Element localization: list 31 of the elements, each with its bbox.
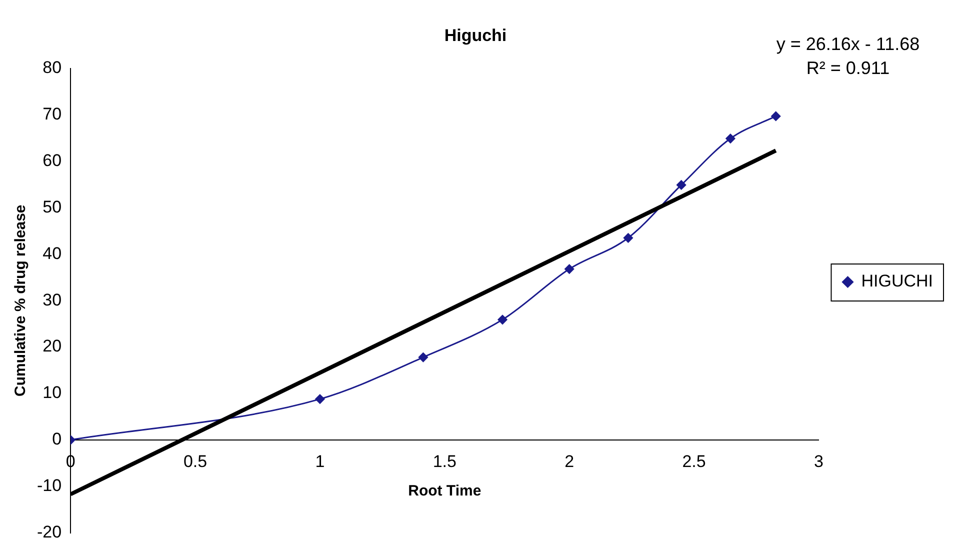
point: [315, 394, 325, 404]
point: [623, 233, 633, 243]
x-tick-label: 3: [814, 452, 824, 471]
chart-title: Higuchi: [444, 26, 507, 45]
y-tick-label: 50: [42, 197, 62, 216]
y-tick-label: 70: [42, 104, 62, 124]
point: [726, 134, 736, 144]
legend-label: HIGUCHI: [861, 272, 934, 291]
point: [418, 352, 428, 362]
y-tick-label: -10: [36, 476, 62, 496]
point: [676, 180, 686, 190]
y-tick-label: 80: [42, 58, 62, 78]
y-tick-label: -20: [36, 522, 62, 542]
x-tick-label: 1.5: [432, 452, 456, 471]
y-tick-label: 30: [42, 290, 62, 310]
point: [564, 264, 574, 274]
y-tick-label: 10: [42, 383, 62, 402]
x-axis-title: Root Time: [408, 482, 482, 500]
text: y = 26.16x - 11.68: [776, 34, 920, 54]
y-axis-title: Cumulative % drug release: [12, 204, 30, 396]
y-tick-label: 20: [42, 336, 62, 356]
point: [771, 111, 781, 121]
point: [498, 314, 508, 324]
x-tick-label: 1: [315, 452, 325, 471]
y-tick-label: 60: [42, 150, 62, 170]
x-tick-label: 0.5: [183, 452, 208, 471]
annotation: R² = 0.911: [806, 58, 890, 78]
y-tick-label: 0: [52, 430, 62, 449]
y-tick-label: 40: [42, 244, 62, 263]
x-tick-label: 2: [564, 452, 574, 471]
x-tick-label: 2.5: [682, 452, 706, 471]
